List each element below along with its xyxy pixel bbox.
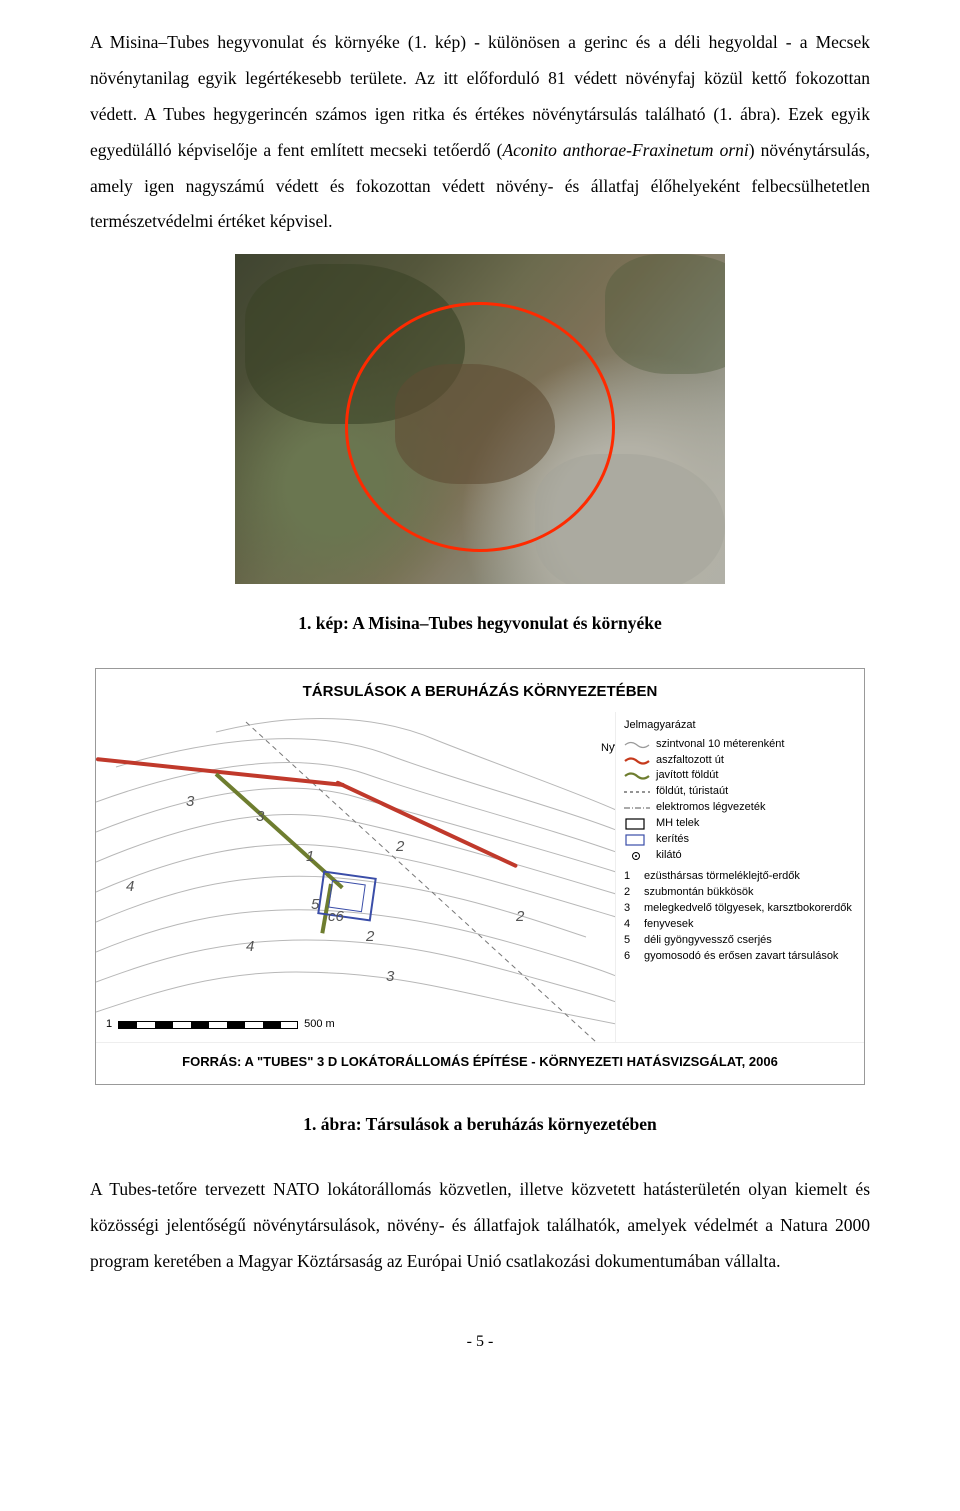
legend-assoc-row: 5 déli gyöngyvessző cserjés xyxy=(624,933,856,948)
figure-2-title: TÁRSULÁSOK A BERUHÁZÁS KÖRNYEZETÉBEN xyxy=(96,669,864,712)
legend-assoc-row: 2 szubmontán bükkösök xyxy=(624,885,856,900)
map-label: 2 xyxy=(366,922,374,953)
figure-2-map-canvas: 3341245c6232 É D Ny K 1 500 m xyxy=(96,712,616,1042)
map-label: 3 xyxy=(256,802,264,833)
legend-row: kilátó xyxy=(624,848,856,863)
legend-assoc-label: fenyvesek xyxy=(644,917,694,932)
legend-row: földút, túristaút xyxy=(624,784,856,799)
legend-row: elektromos légvezeték xyxy=(624,800,856,815)
legend-assoc-label: gyomosodó és erősen zavart társulások xyxy=(644,949,838,964)
map-label: c6 xyxy=(328,902,344,933)
map-label: 3 xyxy=(386,962,394,993)
scale-right: 500 m xyxy=(304,1013,335,1036)
figure-1-highlight-ring xyxy=(345,302,615,552)
legend-assoc-num: 2 xyxy=(624,885,638,900)
map-label: 1 xyxy=(306,842,314,873)
paragraph-2: A Tubes-tetőre tervezett NATO lokátoráll… xyxy=(90,1172,870,1280)
legend-assoc-num: 1 xyxy=(624,869,638,884)
legend-row: kerítés xyxy=(624,832,856,847)
legend-row: aszfaltozott út xyxy=(624,753,856,768)
legend-assoc-label: szubmontán bükkösök xyxy=(644,885,753,900)
legend-assoc-num: 5 xyxy=(624,933,638,948)
page-number: - 5 - xyxy=(90,1326,870,1359)
scale-left: 1 xyxy=(106,1013,112,1036)
legend-label: szintvonal 10 méterenként xyxy=(656,737,784,752)
legend-assoc-row: 4 fenyvesek xyxy=(624,917,856,932)
legend-assoc-num: 4 xyxy=(624,917,638,932)
figure-2-source: FORRÁS: A "TUBES" 3 D LOKÁTORÁLLOMÁS ÉPÍ… xyxy=(96,1042,864,1084)
map-label: 2 xyxy=(516,902,524,933)
figure-2-map: TÁRSULÁSOK A BERUHÁZÁS KÖRNYEZETÉBEN xyxy=(95,668,865,1084)
legend-label: kerítés xyxy=(656,832,689,847)
legend-label: aszfaltozott út xyxy=(656,753,724,768)
legend-label: kilátó xyxy=(656,848,682,863)
legend-label: földút, túristaút xyxy=(656,784,728,799)
map-label: 4 xyxy=(246,932,254,963)
legend-label: elektromos légvezeték xyxy=(656,800,765,815)
legend-label: javított földút xyxy=(656,768,718,783)
legend-assoc-row: 1 ezüsthársas törmeléklejtő-erdők xyxy=(624,869,856,884)
figure-1-satellite xyxy=(235,254,725,584)
legend-assoc-label: melegkedvelő tölgyesek, karsztbokorerdők xyxy=(644,901,852,916)
compass-w: Ny xyxy=(601,737,614,760)
map-label: 5 xyxy=(311,890,319,921)
para1-italic: Aconito anthorae-Fraxinetum orni xyxy=(502,140,748,160)
legend-assoc-label: déli gyöngyvessző cserjés xyxy=(644,933,772,948)
map-label: 3 xyxy=(186,787,194,818)
legend-row: szintvonal 10 méterenként xyxy=(624,737,856,752)
legend-label: MH telek xyxy=(656,816,699,831)
legend-assoc-row: 6 gyomosodó és erősen zavart társulások xyxy=(624,949,856,964)
map-label: 4 xyxy=(126,872,134,903)
legend-row: javított földút xyxy=(624,768,856,783)
caption-1: 1. kép: A Misina–Tubes hegyvonulat és kö… xyxy=(90,606,870,642)
caption-2: 1. ábra: Társulások a beruházás környeze… xyxy=(90,1107,870,1143)
scale-bar: 1 500 m xyxy=(106,1013,335,1036)
map-label: 2 xyxy=(396,832,404,863)
paragraph-1: A Misina–Tubes hegyvonulat és környéke (… xyxy=(90,25,870,240)
legend-assoc-label: ezüsthársas törmeléklejtő-erdők xyxy=(644,869,800,884)
legend-row: MH telek xyxy=(624,816,856,831)
figure-2-legend: Jelmagyarázat szintvonal 10 méterenkénta… xyxy=(616,712,864,1042)
legend-assoc-num: 3 xyxy=(624,901,638,916)
legend-assoc-row: 3 melegkedvelő tölgyesek, karsztbokorerdő… xyxy=(624,901,856,916)
legend-assoc-num: 6 xyxy=(624,949,638,964)
legend-header: Jelmagyarázat xyxy=(624,718,856,733)
